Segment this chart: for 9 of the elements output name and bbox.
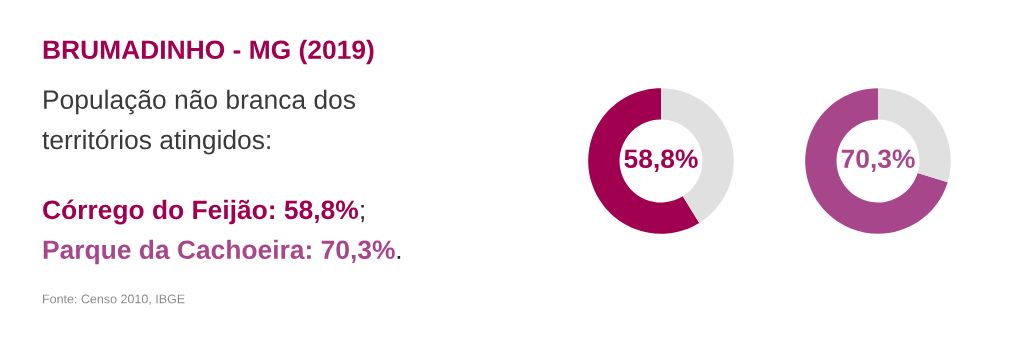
text: Córrego do Feijão: 58,8%; [43, 199, 364, 225]
text: BRUMADINHO - MG (2019) [43, 39, 374, 65]
donut-slice [805, 88, 948, 234]
text: 70,3% [841, 149, 915, 172]
text: População não branca dos territórios atingidos: [42, 89, 356, 155]
source-note: Fonte: Censo 2010, IBGE [43, 294, 185, 305]
text: 58,8% [624, 149, 698, 172]
donut-slice [588, 88, 700, 234]
text: Parque da Cachoeira: 70,3%. [43, 239, 401, 265]
